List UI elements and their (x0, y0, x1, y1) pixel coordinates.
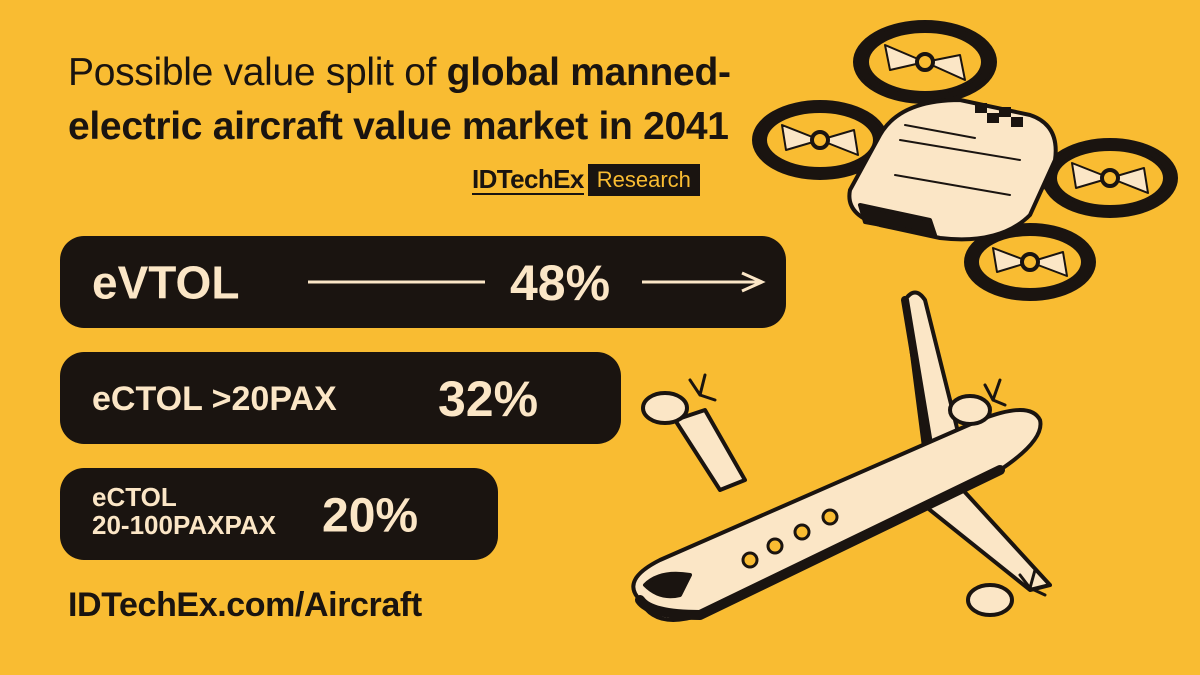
title-light: Possible value split of (68, 51, 447, 94)
footer-url[interactable]: IDTechEx.com/Aircraft (68, 586, 422, 624)
taxi-sign-icon (975, 103, 1023, 127)
bar-3 (60, 468, 498, 560)
value-label-2: 32% (438, 371, 538, 427)
rotor-top-icon (853, 20, 997, 104)
category-label-2: eCTOL >20PAX (92, 380, 337, 418)
rotor-bottom-icon (964, 223, 1096, 301)
value-label-1: 48% (510, 255, 610, 311)
brand-logo: IDTechEx Research (472, 162, 700, 198)
title-bold: global manned-electric aircraft value ma… (68, 51, 731, 148)
bar-2 (60, 352, 621, 444)
airplane-icon (631, 290, 1052, 622)
arrow-head-icon (741, 271, 766, 293)
rotor-left-icon (752, 100, 888, 180)
chart-title: Possible value split of global manned-el… (68, 46, 748, 154)
rotor-right-icon (1042, 138, 1178, 218)
brand-tag: Research (587, 164, 700, 196)
category-label-1: eVTOL (92, 257, 239, 309)
value-label-3: 20% (322, 489, 418, 542)
category-label-3: eCTOL 20-100PAXPAX (92, 482, 277, 540)
brand-name: IDTechEx (472, 164, 584, 195)
